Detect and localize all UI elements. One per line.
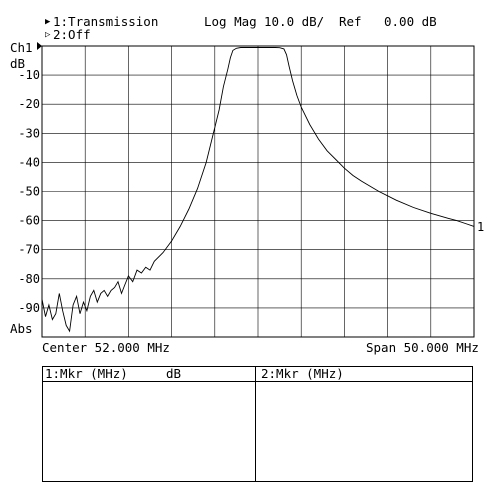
- y-tick-label: -20: [18, 97, 40, 111]
- unit-label: dB: [10, 56, 26, 71]
- y-tick-label: -70: [18, 243, 40, 257]
- center-frequency[interactable]: Center 52.000 MHz: [42, 340, 170, 355]
- channel-pointer-icon: [37, 42, 42, 50]
- marker-table: 1:Mkr (MHz) dB 2:Mkr (MHz): [42, 366, 473, 482]
- y-tick-label: -90: [18, 301, 40, 315]
- trace-plot: -10 -20 -30 -40 -50 -60 -70 -80 -90 1: [18, 42, 484, 338]
- marker2-header: 2:Mkr (MHz): [261, 366, 344, 381]
- y-tick-label: -60: [18, 214, 40, 228]
- trace2-label[interactable]: 2:Off: [53, 27, 91, 42]
- trace-end-marker: 1: [477, 220, 484, 234]
- format-label[interactable]: Log Mag: [204, 14, 257, 29]
- y-tick-label: -30: [18, 126, 40, 140]
- scale-label[interactable]: 10.0 dB/: [264, 14, 325, 29]
- marker1-header: 1:Mkr (MHz): [45, 366, 128, 381]
- trace1-label[interactable]: 1:Transmission: [53, 14, 159, 29]
- ref-label: Ref: [339, 14, 362, 29]
- y-tick-label: -50: [18, 185, 40, 199]
- channel-label[interactable]: Ch1: [10, 40, 33, 55]
- trace1-indicator: ▶: [45, 17, 51, 27]
- trace-1-line: [41, 47, 475, 333]
- abs-label: Abs: [10, 321, 33, 336]
- plot-grid: [41, 45, 475, 338]
- ref-value[interactable]: 0.00 dB: [384, 14, 437, 29]
- y-tick-label: -10: [18, 68, 40, 82]
- y-tick-label: -40: [18, 155, 40, 169]
- marker-table-header-rule: [43, 381, 472, 382]
- y-tick-labels: -10 -20 -30 -40 -50 -60 -70 -80 -90: [18, 68, 40, 315]
- marker-table-divider: [255, 367, 256, 481]
- y-tick-label: -80: [18, 272, 40, 286]
- span-frequency[interactable]: Span 50.000 MHz: [366, 340, 479, 355]
- marker1-unit: dB: [166, 366, 182, 381]
- trace2-indicator: ▷: [45, 30, 51, 40]
